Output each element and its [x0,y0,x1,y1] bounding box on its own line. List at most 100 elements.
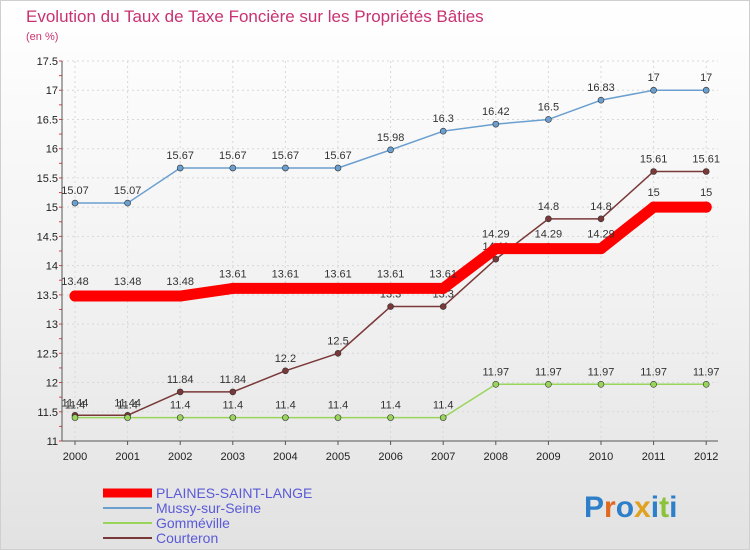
data-point [176,388,184,396]
y-tick-label: 14.5 [37,231,58,243]
data-point [282,414,289,421]
series-2: 11.4 11.4 11.4 11.4 11.4 11.4 11.4 11.4 11.97 11.… [65,366,720,421]
x-tick-label: 2003 [221,451,245,463]
x-tick-label: 2011 [642,451,666,463]
data-label: 11.97 [588,366,615,378]
series-0: 13.48 13.48 13.48 13.61 13.61 13.61 13.61 13.61… [61,187,712,302]
data-point [492,380,500,388]
x-tick-label: 2001 [115,451,139,463]
data-label: 11.4 [170,400,191,412]
x-tick-label: 2004 [273,451,297,463]
data-point [229,388,237,396]
data-point [702,86,710,94]
axes: 11 11.5 12 12.5 13 13.5 14 14.5 15 15.5 16 16.5 17 17… [37,56,719,463]
data-label: 16.5 [538,101,559,113]
data-label: 14.29 [482,229,510,241]
data-point [124,199,131,207]
data-point [650,380,657,388]
data-point [387,414,394,421]
data-label: 16.3 [432,113,453,125]
data-point [597,380,605,388]
x-tick-label: 2009 [536,451,560,463]
y-tick-label: 16.5 [37,114,58,126]
data-label: 11.4 [275,400,296,412]
series-3: 11.4411.4411.8411.8412.212.513.313.314.1… [62,153,720,419]
data-label: 15.61 [692,153,720,165]
series-1: 15.07 15.07 15.67 15.67 15.67 15.67 15.98 16.3 1… [61,72,712,207]
data-point [387,146,394,154]
brand-logo: Proxiti [584,491,677,524]
data-label: 15.98 [377,132,405,144]
data-label: 11.4 [65,400,86,412]
data-label: 15 [647,187,659,199]
data-label: 17 [647,72,659,84]
y-tick-label: 13 [46,319,58,331]
data-label: 13.48 [114,276,142,288]
data-label: 15.61 [640,153,668,165]
data-point [71,414,79,421]
data-label: 15.67 [219,150,247,162]
data-point [387,303,394,310]
data-point [69,290,81,302]
legend: PLAINES-SAINT-LANGEMussy-sur-SeineGommév… [103,485,312,546]
data-point [650,86,657,94]
data-label: 14.8 [538,201,559,213]
data-label: 16.83 [587,82,615,94]
data-label: 15.67 [324,150,352,162]
data-point [439,127,447,135]
data-label: 11.4 [223,400,244,412]
y-tick-label: 15 [46,202,58,214]
data-point [700,201,712,213]
data-label: 15.07 [114,185,142,197]
y-tick-label: 12 [46,378,58,390]
data-point [702,168,710,175]
data-point [176,164,184,172]
x-tick-label: 2010 [589,451,613,463]
data-label: 11.84 [219,374,246,386]
data-point [124,414,131,421]
x-tick-label: 2006 [378,451,402,463]
data-label: 14.29 [535,229,563,241]
data-point [385,282,397,294]
y-tick-label: 14 [46,261,58,273]
y-tick-label: 17.5 [37,56,58,68]
data-label: 12.2 [275,353,296,365]
y-tick-label: 17 [46,85,58,97]
data-point [545,116,552,123]
data-label: 13.61 [272,268,300,280]
data-point [439,414,447,421]
data-point [279,282,291,294]
chart-title: Evolution du Taux de Taxe Foncière sur l… [26,7,484,26]
legend-label: Mussy-sur-Seine [156,500,261,516]
data-label: 11.4 [328,400,349,412]
y-tick-label: 16 [46,144,58,156]
data-point [71,199,79,207]
data-point [545,380,552,388]
x-tick-label: 2002 [168,451,192,463]
data-label: 11.97 [535,366,562,378]
y-tick-label: 12.5 [37,348,58,360]
data-point [542,243,554,255]
data-label: 16.42 [482,106,510,118]
data-point [650,168,657,175]
data-point [702,380,710,388]
data-label: 15 [700,187,712,199]
data-point [597,96,605,104]
brand-wordmark: Proxiti [584,491,677,524]
x-tick-label: 2005 [326,451,350,463]
data-label: 11.84 [167,374,194,386]
data-point [545,215,552,223]
data-label: 14.8 [590,201,611,213]
data-label: 11.44 [114,397,141,409]
data-point [334,414,342,421]
data-label: 13.61 [324,268,352,280]
data-point [595,243,607,255]
chart-subtitle: (en %) [26,31,58,43]
x-tick-label: 2007 [431,451,455,463]
data-label: 15.07 [61,185,89,197]
data-point [282,367,289,375]
data-label: 11.4 [433,400,454,412]
legend-label: Courteron [156,530,218,546]
data-label: 13.61 [429,268,457,280]
legend-label: PLAINES-SAINT-LANGE [156,485,312,501]
